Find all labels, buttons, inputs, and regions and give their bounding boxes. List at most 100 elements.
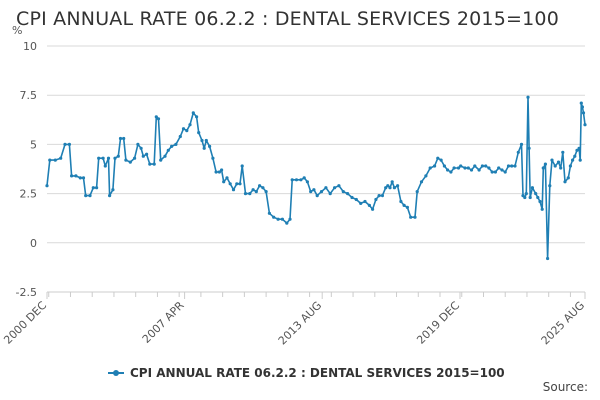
data-point <box>111 188 115 192</box>
data-point <box>546 256 550 261</box>
data-point <box>459 164 463 168</box>
data-point <box>559 166 563 170</box>
data-point <box>405 205 409 209</box>
data-point <box>374 197 378 202</box>
data-point <box>346 192 350 196</box>
data-point <box>63 142 67 146</box>
data-point <box>97 156 101 160</box>
data-point <box>225 176 229 180</box>
data-point <box>128 160 132 164</box>
data-point <box>305 180 309 184</box>
data-point <box>388 186 392 190</box>
data-point <box>84 194 88 198</box>
data-point <box>573 154 577 158</box>
data-point <box>503 170 507 174</box>
data-point <box>524 192 528 196</box>
data-point <box>290 178 294 182</box>
data-point <box>480 164 484 168</box>
data-point <box>484 164 488 168</box>
data-point <box>280 217 284 221</box>
data-point <box>81 176 86 180</box>
data-point <box>341 190 345 194</box>
data-point <box>419 180 424 184</box>
data-point <box>473 164 477 168</box>
data-point <box>222 180 226 184</box>
y-tick-label: -2.5 <box>16 286 37 299</box>
data-point <box>91 186 95 190</box>
data-point <box>490 170 494 174</box>
data-point <box>319 190 324 194</box>
data-point <box>452 166 456 170</box>
data-point <box>466 166 470 170</box>
data-point <box>386 184 390 188</box>
data-point <box>469 168 474 172</box>
data-point <box>302 176 306 180</box>
data-point <box>267 211 271 215</box>
data-point <box>581 111 586 115</box>
data-point <box>380 194 384 198</box>
data-point <box>101 156 105 160</box>
data-point <box>170 144 174 148</box>
data-point <box>583 123 587 127</box>
data-point <box>328 192 332 196</box>
y-tick-label: 10 <box>23 40 37 53</box>
data-point <box>243 192 248 196</box>
data-point <box>337 184 341 188</box>
data-point <box>113 156 117 160</box>
data-point <box>238 182 242 186</box>
data-point <box>500 168 504 172</box>
data-point <box>579 101 583 105</box>
data-point <box>220 168 224 172</box>
data-point <box>214 170 218 174</box>
legend[interactable]: CPI ANNUAL RATE 06.2.2 : DENTAL SERVICES… <box>108 366 505 380</box>
data-point <box>402 203 406 207</box>
data-point <box>354 197 358 202</box>
data-point <box>541 166 545 170</box>
data-point <box>197 131 201 135</box>
data-point <box>78 176 82 180</box>
data-point <box>188 123 192 127</box>
data-point <box>516 150 520 154</box>
data-point <box>530 186 535 190</box>
data-point <box>217 170 221 174</box>
data-point <box>285 221 289 225</box>
data-point <box>254 190 258 194</box>
data-point <box>181 127 186 131</box>
series-line-0 <box>46 96 586 260</box>
data-point <box>493 170 497 174</box>
data-point <box>527 146 531 150</box>
data-point <box>45 184 49 188</box>
data-point <box>163 154 167 158</box>
data-point <box>152 162 156 166</box>
data-point <box>261 186 265 190</box>
data-point <box>568 164 573 168</box>
data-point <box>519 142 524 146</box>
data-point <box>523 195 527 200</box>
y-tick-label: 7.5 <box>20 89 38 102</box>
data-point <box>359 201 363 205</box>
legend-entry-label: CPI ANNUAL RATE 06.2.2 : DENTAL SERVICES… <box>130 366 505 380</box>
data-point <box>248 192 252 196</box>
data-point <box>200 138 204 143</box>
data-point <box>251 188 255 192</box>
data-point <box>550 158 554 162</box>
data-point <box>156 117 161 121</box>
data-point <box>53 158 57 162</box>
data-point <box>324 186 328 190</box>
data-point <box>108 194 112 198</box>
data-point <box>88 194 92 198</box>
data-point <box>231 188 236 192</box>
data-point <box>561 150 565 154</box>
data-point <box>235 182 239 186</box>
data-point <box>118 136 123 141</box>
series-layer <box>45 95 587 261</box>
data-point <box>228 182 232 186</box>
data-point <box>409 215 413 219</box>
data-point <box>148 162 152 166</box>
data-point <box>428 166 432 170</box>
data-point <box>384 186 388 190</box>
data-point <box>139 146 143 150</box>
source-label: Source: <box>542 380 588 394</box>
x-tick-label: 2007 APR <box>140 299 187 346</box>
